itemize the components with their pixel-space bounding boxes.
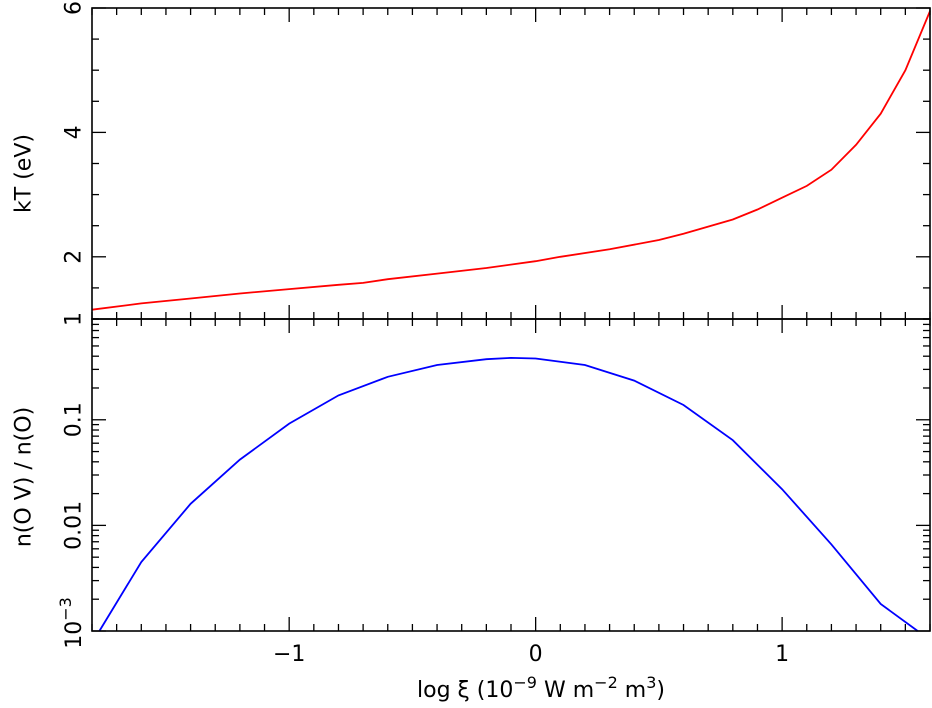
top-y-tick-label: 4 bbox=[62, 125, 87, 139]
bottom-y-tick-label: 0.1 bbox=[62, 402, 87, 437]
top-plot-frame bbox=[91, 7, 931, 320]
kT-line bbox=[91, 10, 931, 311]
x-tick-label: 1 bbox=[775, 642, 789, 667]
x-axis-label: log ξ (10−9 W m−2 m3) bbox=[417, 673, 665, 703]
top-y-axis-label: kT (eV) bbox=[12, 134, 37, 213]
top-panel: 2 4 6 1 kT (eV) bbox=[12, 1, 931, 326]
x-tick-label: 0 bbox=[529, 642, 543, 667]
ion-fraction-line bbox=[98, 356, 919, 632]
top-y-bottom-label: 1 bbox=[62, 312, 87, 326]
bottom-y-tick-label-power: 10−3 bbox=[56, 597, 87, 649]
bottom-y-tick-label: 0.01 bbox=[62, 501, 87, 550]
bottom-panel: 0.1 0.01 10−3 n(O V) / n(O) −1 0 1 log ξ (10−9 … bbox=[12, 318, 931, 703]
top-y-tick-label: 2 bbox=[62, 250, 87, 264]
x-tick-label: −1 bbox=[273, 642, 305, 667]
top-y-tick-label: 6 bbox=[62, 1, 87, 15]
bottom-plot-frame bbox=[91, 318, 931, 632]
bottom-y-axis-label: n(O V) / n(O) bbox=[12, 407, 37, 547]
